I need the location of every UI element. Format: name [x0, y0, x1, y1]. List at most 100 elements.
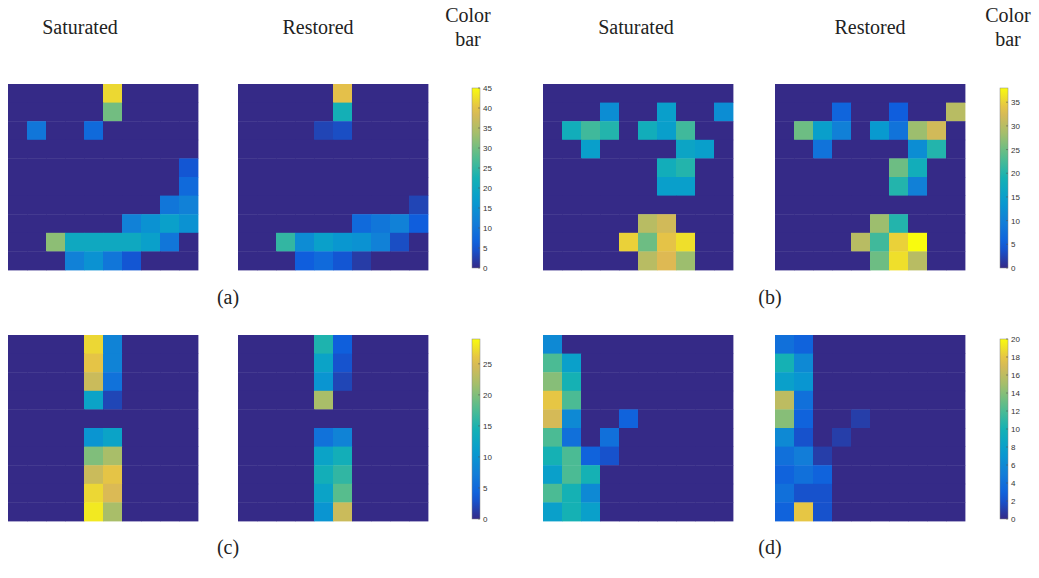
heatmap-cell [676, 391, 695, 410]
heatmap-cell [889, 335, 908, 354]
heatmap-cell [581, 372, 600, 391]
heatmap-cell [141, 233, 160, 252]
heatmap-cell [65, 391, 84, 410]
heatmap-cell [46, 372, 65, 391]
heatmap-cell [352, 484, 371, 503]
heatmap-cell [581, 84, 600, 103]
heatmap-cell [141, 447, 160, 466]
heatmap-cell [84, 251, 103, 270]
heatmap-cell [8, 354, 27, 373]
heatmap-cell [257, 196, 276, 215]
heatmap-cell [600, 428, 619, 447]
heatmap-cell [160, 140, 179, 159]
heatmap-cell [257, 84, 276, 103]
colorbar-tick-label: 0 [483, 515, 488, 524]
heatmap-cell [409, 214, 428, 233]
heatmap-cell [870, 158, 889, 177]
heatmap-cell [122, 502, 141, 521]
heatmap-cell [714, 465, 733, 484]
heatmap-cell [46, 84, 65, 103]
column-header: Colorbar [445, 4, 491, 50]
heatmap-cell [314, 428, 333, 447]
heatmap-cell [352, 251, 371, 270]
heatmap-cell [409, 502, 428, 521]
heatmap-cell [676, 428, 695, 447]
heatmap-image [8, 335, 198, 521]
heatmap-cell [676, 103, 695, 122]
heatmap-cell [295, 502, 314, 521]
heatmap-cell [619, 121, 638, 140]
heatmap-cell [27, 391, 46, 410]
heatmap-cell [775, 372, 794, 391]
heatmap-cell [870, 84, 889, 103]
heatmap-cell [122, 177, 141, 196]
heatmap-cell [314, 196, 333, 215]
heatmap-cell [257, 335, 276, 354]
heatmap-cell [946, 158, 965, 177]
heatmap-cell [65, 372, 84, 391]
heatmap-cell [84, 84, 103, 103]
heatmap-cell [238, 447, 257, 466]
heatmap-cell [908, 251, 927, 270]
heatmap-cell [695, 214, 714, 233]
heatmap-cell [160, 465, 179, 484]
heatmap-cell [238, 158, 257, 177]
heatmap-cell [238, 196, 257, 215]
heatmap-cell [65, 177, 84, 196]
heatmap-cell [8, 409, 27, 428]
heatmap-cell [371, 214, 390, 233]
heatmap-cell [371, 84, 390, 103]
heatmap-cell [908, 177, 927, 196]
heatmap-cell [295, 84, 314, 103]
heatmap-cell [46, 103, 65, 122]
heatmap-cell [352, 502, 371, 521]
heatmap-cell [103, 447, 122, 466]
heatmap-cell [543, 121, 562, 140]
heatmap-cell [352, 196, 371, 215]
heatmap-cell [257, 372, 276, 391]
heatmap-cell [619, 233, 638, 252]
heatmap-cell [333, 428, 352, 447]
heatmap-cell [238, 121, 257, 140]
heatmap-cell [638, 484, 657, 503]
heatmap-cell [714, 428, 733, 447]
heatmap-cell [238, 214, 257, 233]
colorbar-tick-label: 35 [1011, 98, 1020, 107]
colorbar [1000, 339, 1008, 519]
heatmap-cell [638, 502, 657, 521]
heatmap-cell [352, 158, 371, 177]
heatmap-cell [103, 233, 122, 252]
heatmap-cell [714, 196, 733, 215]
heatmap-cell [122, 465, 141, 484]
heatmap-cell [352, 465, 371, 484]
heatmap-cell [695, 372, 714, 391]
heatmap-cell [870, 372, 889, 391]
heatmap-cell [775, 391, 794, 410]
heatmap-cell [65, 447, 84, 466]
panel-label: (b) [758, 286, 781, 309]
colorbar-tick [1006, 483, 1008, 484]
heatmap-cell [295, 214, 314, 233]
heatmap-cell [908, 484, 927, 503]
heatmap-cell [257, 121, 276, 140]
heatmap-cell [333, 233, 352, 252]
heatmap-cell [179, 158, 198, 177]
heatmap-cell [160, 196, 179, 215]
colorbar-tick [1006, 149, 1008, 150]
heatmap-cell [657, 214, 676, 233]
heatmap-cell [122, 484, 141, 503]
colorbar-tick [478, 268, 480, 269]
colorbar-tick-label: 15 [483, 204, 492, 213]
heatmap-cell [813, 121, 832, 140]
heatmap-cell [676, 251, 695, 270]
heatmap-cell [141, 428, 160, 447]
heatmap-cell [103, 177, 122, 196]
colorbar-tick-label: 10 [1011, 217, 1020, 226]
heatmap-cell [813, 214, 832, 233]
heatmap-cell [927, 335, 946, 354]
heatmap-cell [851, 428, 870, 447]
heatmap-cell [775, 484, 794, 503]
heatmap-cell [908, 233, 927, 252]
heatmap-cell [581, 103, 600, 122]
heatmap-cell [543, 158, 562, 177]
